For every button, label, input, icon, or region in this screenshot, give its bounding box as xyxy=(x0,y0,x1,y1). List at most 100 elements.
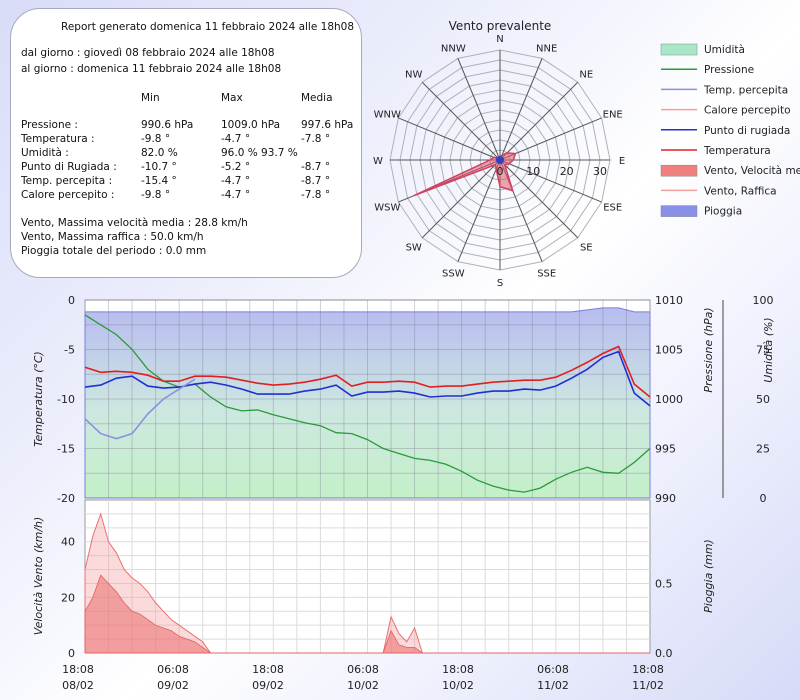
x-tick-date: 09/02 xyxy=(157,679,189,692)
pressure-tick-label: 995 xyxy=(655,443,676,456)
footer-max-wind-speed: Vento, Massima velocità media : 28.8 km/… xyxy=(21,217,248,229)
rose-direction-label-s: S xyxy=(497,278,503,289)
rose-spoke xyxy=(499,159,602,203)
temperature-tick-label: -20 xyxy=(57,492,75,505)
row-temperature-max: -4.7 ° xyxy=(221,133,251,145)
temperature-tick-label: 0 xyxy=(68,294,75,307)
x-tick-time: 06:08 xyxy=(157,663,189,676)
row-heatindex-avg: -7.8 ° xyxy=(301,189,331,201)
row-heatindex-label: Calore percepito : xyxy=(21,189,115,201)
report-title: Report generato domenica 11 febbraio 202… xyxy=(61,21,355,33)
temperature-pressure-humidity-chart xyxy=(84,299,651,499)
x-tick-date: 11/02 xyxy=(632,679,664,692)
pressure-axis-title: Pressione (hPa) xyxy=(702,307,715,392)
temperature-tick-label: -15 xyxy=(57,443,75,456)
rose-radial-tick: 0 xyxy=(497,165,504,178)
series-line-punto-di-rugiada xyxy=(84,350,651,407)
x-tick-time: 18:08 xyxy=(442,663,474,676)
row-dewpoint-max: -5.2 ° xyxy=(221,161,251,173)
pressure-tick-label: 1000 xyxy=(655,393,683,406)
x-tick-date: 08/02 xyxy=(62,679,94,692)
rose-direction-label-nnw: NNW xyxy=(441,43,466,54)
rose-direction-label-wsw: WSW xyxy=(374,203,400,214)
row-temperature-avg: -7.8 ° xyxy=(301,133,331,145)
rose-direction-label-se: SE xyxy=(580,242,593,253)
rose-direction-label-n: N xyxy=(496,34,503,45)
rose-spoke xyxy=(499,159,579,239)
row-pressure-max: 1009.0 hPa xyxy=(221,119,281,131)
wind-tick-label: 0 xyxy=(68,647,75,660)
rose-radial-tick: 30 xyxy=(593,165,607,178)
temperature-axis-title: Temperatura (°C) xyxy=(32,351,45,447)
rose-direction-label-ese: ESE xyxy=(603,203,622,214)
wind-tick-label: 40 xyxy=(61,536,75,549)
rain-axis-title: Pioggia (mm) xyxy=(702,539,715,613)
rose-spoke xyxy=(457,58,501,161)
x-tick-date: 10/02 xyxy=(442,679,474,692)
rose-direction-label-ene: ENE xyxy=(603,109,623,120)
row-humidity-label: Umidità : xyxy=(21,147,69,159)
rose-radial-tick: 20 xyxy=(560,165,574,178)
rose-spoke xyxy=(499,58,543,161)
rose-speed-area xyxy=(413,152,517,197)
humidity-tick-label: 75 xyxy=(756,344,770,357)
x-tick-date: 11/02 xyxy=(537,679,569,692)
series-line-temp-percepita xyxy=(84,378,196,440)
pressure-tick-label: 1005 xyxy=(655,344,683,357)
rain-tick-label: 0.0 xyxy=(655,647,673,660)
x-tick-time: 06:08 xyxy=(537,663,569,676)
pressure-tick-label: 1010 xyxy=(655,294,683,307)
row-temperature-min: -9.8 ° xyxy=(141,133,171,145)
column-header-avg: Media xyxy=(301,92,333,104)
rose-radial-tick: 10 xyxy=(526,165,540,178)
x-tick-time: 18:08 xyxy=(632,663,664,676)
humidity-tick-label: 0 xyxy=(760,492,767,505)
summary-report-panel: Report generato domenica 11 febbraio 202… xyxy=(10,8,362,278)
rose-direction-label-wnw: WNW xyxy=(374,109,401,120)
column-header-min: Min xyxy=(141,92,160,104)
series-line-temperatura xyxy=(84,345,651,398)
humidity-area xyxy=(84,307,651,499)
rose-direction-label-nw: NW xyxy=(405,70,422,81)
row-dewpoint-min: -10.7 ° xyxy=(141,161,177,173)
rose-direction-label-sw: SW xyxy=(406,242,422,253)
rose-direction-label-w: W xyxy=(373,156,383,167)
row-pressure-min: 990.6 hPa xyxy=(141,119,194,131)
rose-spoke xyxy=(457,159,501,262)
x-tick-time: 18:08 xyxy=(252,663,284,676)
rose-spoke xyxy=(421,81,501,161)
rose-direction-label-sse: SSE xyxy=(537,269,556,280)
row-windchill-min: -15.4 ° xyxy=(141,175,177,187)
wind-speed-axis-title: Velocità Vento (km/h) xyxy=(32,517,45,636)
row-heatindex-min: -9.8 ° xyxy=(141,189,171,201)
rose-direction-label-e: E xyxy=(619,156,625,167)
row-temperature-label: Temperatura : xyxy=(21,133,95,145)
wind-average-area xyxy=(84,574,650,654)
x-tick-time: 18:08 xyxy=(62,663,94,676)
row-windchill-label: Temp. percepita : xyxy=(21,175,113,187)
row-pressure-label: Pressione : xyxy=(21,119,78,131)
x-tick-date: 10/02 xyxy=(347,679,379,692)
rose-spoke xyxy=(398,117,501,161)
footer-max-gust: Vento, Massima raffica : 50.0 km/h xyxy=(21,231,204,243)
x-tick-time: 06:08 xyxy=(347,663,379,676)
row-humidity-max: 96.0 % 93.7 % xyxy=(221,147,298,159)
humidity-tick-label: 25 xyxy=(756,443,770,456)
row-dewpoint-label: Punto di Rugiada : xyxy=(21,161,117,173)
rose-spoke xyxy=(421,159,501,239)
footer-total-rain: Pioggia totale del periodo : 0.0 mm xyxy=(21,245,207,257)
rose-spoke xyxy=(499,81,579,161)
row-heatindex-max: -4.7 ° xyxy=(221,189,251,201)
rose-direction-label-ssw: SSW xyxy=(442,269,465,280)
row-windchill-avg: -8.7 ° xyxy=(301,175,331,187)
pressure-tick-label: 990 xyxy=(655,492,676,505)
wind-tick-label: 20 xyxy=(61,591,75,604)
report-period-to: al giorno : domenica 11 febbraio 2024 al… xyxy=(21,63,282,75)
row-windchill-max: -4.7 ° xyxy=(221,175,251,187)
row-humidity-min: 82.0 % xyxy=(141,147,178,159)
humidity-axis-title: Umidità (%) xyxy=(762,317,775,382)
temperature-tick-label: -10 xyxy=(57,393,75,406)
